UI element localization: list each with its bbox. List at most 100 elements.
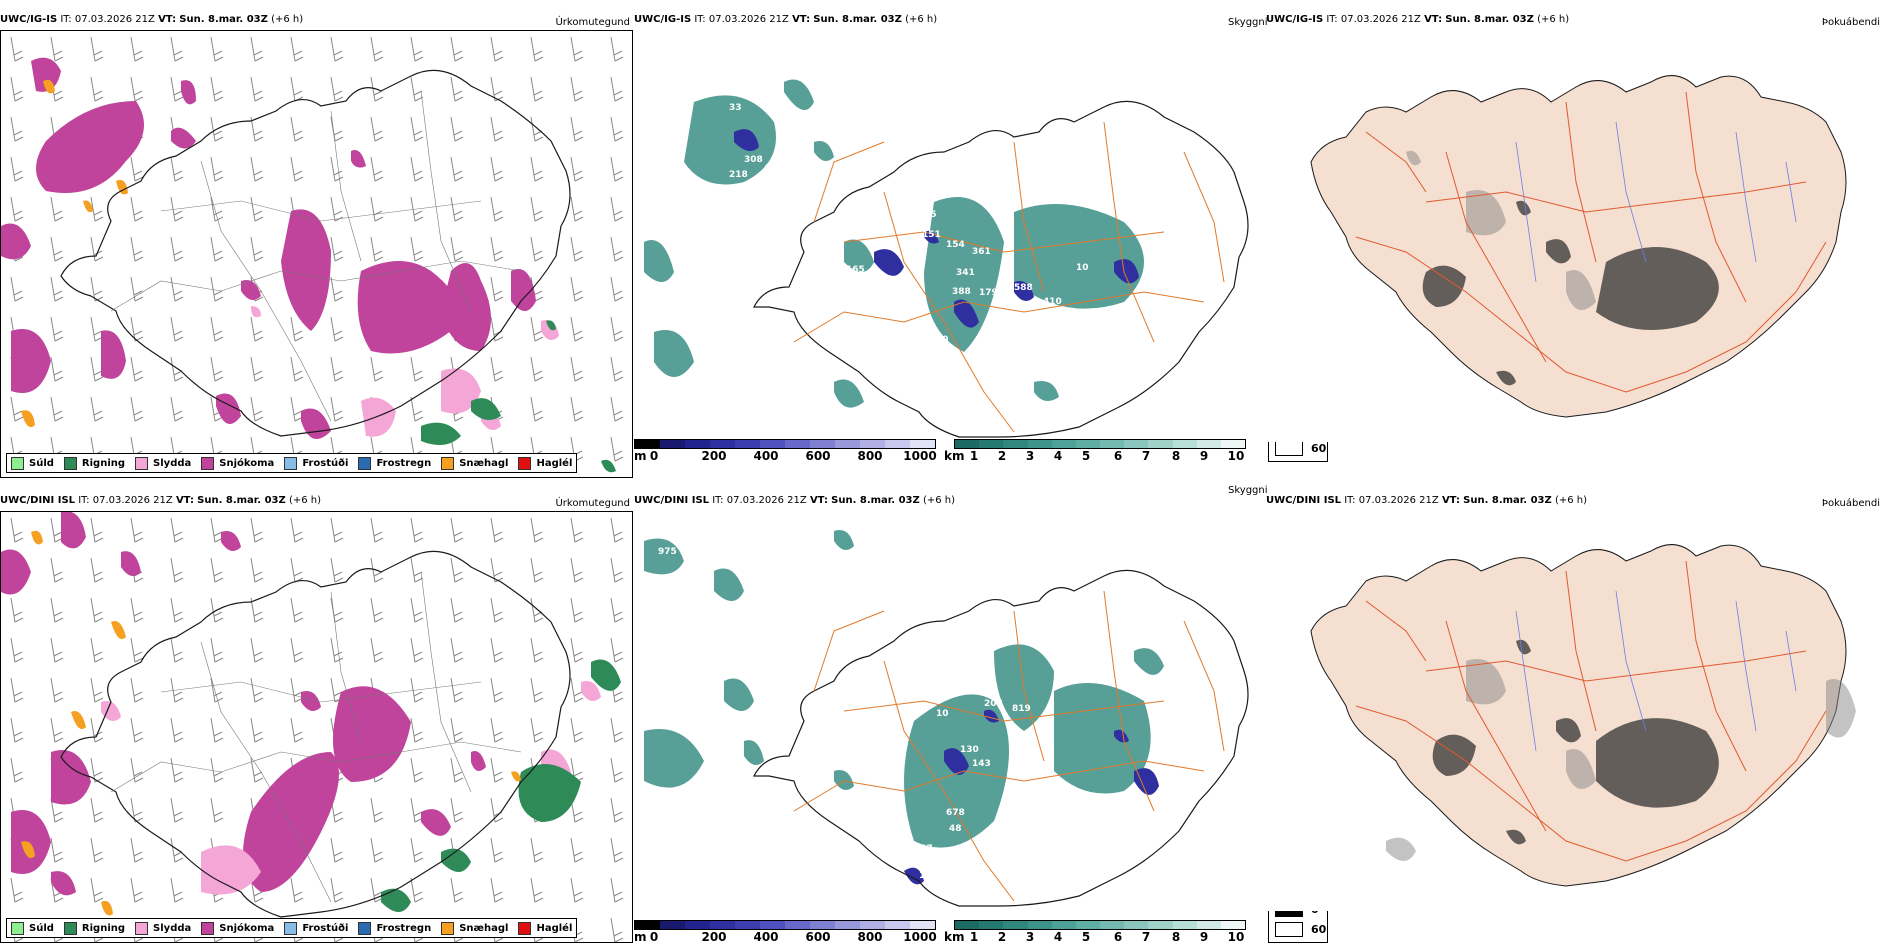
ceiling-swatch bbox=[910, 921, 935, 929]
ceiling-swatch bbox=[710, 440, 735, 448]
visibility-swatch bbox=[1075, 440, 1101, 448]
ceiling-value-label: 909 bbox=[893, 420, 912, 430]
ceiling-value-label: 47 bbox=[932, 385, 945, 395]
visibility-tick: 3 bbox=[1025, 449, 1035, 463]
ceiling-colorbar: m 0 200 400 600 800 1000 bbox=[634, 920, 944, 950]
ceiling-swatch bbox=[810, 921, 835, 929]
ceiling-value-label: 678 bbox=[946, 808, 965, 818]
ceiling-colorbar: m 0 200 400 600 800 1000 bbox=[634, 439, 944, 469]
low-visibility-areas bbox=[644, 79, 1144, 408]
visibility-tick: 9 bbox=[1199, 449, 1209, 463]
legend-swatch bbox=[518, 456, 532, 470]
legend-swatch bbox=[11, 921, 24, 935]
legend-label: Slydda bbox=[153, 922, 192, 934]
field-name: Skyggni bbox=[1228, 485, 1268, 496]
panel-header: UWC/DINI ISL IT: 07.03.2026 21Z VT: Sun.… bbox=[634, 495, 1266, 511]
visibility-tick: 5 bbox=[1081, 930, 1091, 944]
ceiling-value-label: 289 bbox=[876, 712, 895, 722]
legend-label: Haglél bbox=[536, 922, 573, 934]
ceiling-tick: 800 bbox=[857, 930, 883, 944]
visibility-swatch bbox=[979, 921, 1004, 929]
ceiling-value-label: 64 bbox=[1052, 337, 1065, 347]
visibility-tick: 3 bbox=[1025, 930, 1035, 944]
model-name: UWC/DINI ISL bbox=[0, 495, 76, 506]
rivers bbox=[1515, 121, 1797, 283]
ceiling-tick: 400 bbox=[753, 930, 779, 944]
legend-swatch bbox=[284, 456, 298, 470]
snow-areas bbox=[1, 512, 486, 896]
visibility-swatch bbox=[1172, 440, 1197, 448]
visibility-tick: 2 bbox=[997, 449, 1007, 463]
panel-ig-precip-type: UWC/IG-IS IT: 07.03.2026 21Z VT: Sun. 8.… bbox=[0, 14, 634, 478]
ceiling-swatch bbox=[835, 921, 860, 929]
visibility-swatch bbox=[955, 921, 980, 929]
legend-label: Frostúði bbox=[302, 922, 349, 934]
legend-swatch-light bbox=[1275, 922, 1303, 937]
ceiling-value-label: 165 bbox=[846, 265, 865, 275]
visibility-swatch bbox=[1051, 921, 1076, 929]
visibility-tick: 6 bbox=[1113, 930, 1123, 944]
ceiling-value-label: 87 bbox=[1129, 365, 1142, 375]
field-name: Skyggni bbox=[1228, 17, 1268, 28]
visibility-map: 975 369 03 14 878 289 10 208 819 31 130 143 608 201 77… bbox=[634, 511, 1266, 907]
ceiling-value-label: 727 bbox=[914, 844, 933, 854]
precip-legend-item: Slydda bbox=[135, 456, 191, 470]
ceiling-value-label: 10 bbox=[1076, 263, 1089, 273]
ceiling-swatch bbox=[885, 440, 910, 448]
ceiling-tick: 800 bbox=[857, 449, 883, 463]
ceiling-value-label: 179 bbox=[979, 288, 998, 298]
model-name: UWC/IG-IS bbox=[0, 14, 58, 25]
visibility-tick: 9 bbox=[1199, 930, 1209, 944]
ceiling-value-label: 581 bbox=[1010, 850, 1029, 860]
precip-legend-item: Frostúði bbox=[284, 456, 348, 470]
ceiling-swatch bbox=[735, 921, 760, 929]
legend-label: Snjókoma bbox=[219, 922, 275, 934]
valid-time: Sun. 8.mar. 03Z bbox=[831, 495, 920, 506]
lead-time: (+6 h) bbox=[271, 14, 304, 25]
visibility-tick: 10 bbox=[1227, 930, 1245, 944]
field-name: Úrkomutegund bbox=[555, 498, 630, 509]
ceiling-swatch bbox=[635, 440, 660, 448]
haze-areas bbox=[1386, 659, 1856, 861]
lead-time: (+6 h) bbox=[1554, 495, 1587, 506]
coastline bbox=[60, 550, 571, 918]
ceiling-value-label: 208 bbox=[984, 699, 1003, 709]
cloud-map-svg bbox=[1310, 544, 1856, 887]
precip-legend-item: Súld bbox=[11, 456, 54, 470]
roads bbox=[1355, 560, 1827, 862]
valid-time: Sun. 8.mar. 03Z bbox=[179, 14, 268, 25]
valid-time: Sun. 8.mar. 03Z bbox=[1445, 14, 1534, 25]
ceiling-value-label: 308 bbox=[744, 155, 763, 165]
panel-header: UWC/DINI ISL IT: 07.03.2026 21Z VT: Sun.… bbox=[0, 495, 634, 511]
field-name: Úrkomutegund bbox=[555, 17, 630, 28]
precip-legend: Súld Rigning Slydda Snjókoma Frostúði Frostre… bbox=[6, 453, 578, 473]
init-time: 07.03.2026 21Z bbox=[1358, 495, 1439, 506]
ceiling-value-label: 975 bbox=[658, 547, 677, 557]
sleet-areas bbox=[101, 681, 601, 895]
lead-time: (+6 h) bbox=[905, 14, 938, 25]
ceiling-swatch bbox=[860, 921, 885, 929]
ceiling-value-label: 878 bbox=[676, 724, 695, 734]
ceiling-value-label: 143 bbox=[972, 759, 991, 769]
ceiling-value-label: 48 bbox=[949, 824, 962, 834]
panel-header: UWC/DINI ISL IT: 07.03.2026 21Z VT: Sun.… bbox=[1266, 495, 1900, 511]
precip-legend-item: Slydda bbox=[135, 921, 192, 935]
lead-time: (+6 h) bbox=[1537, 14, 1570, 25]
legend-label: Frostregn bbox=[376, 922, 432, 934]
precip-map: Súld Rigning Slydda Snjókoma Frostúði Frostre… bbox=[0, 30, 633, 478]
ceiling-value-label: 123 bbox=[919, 871, 938, 881]
panel-ig-visibility: UWC/IG-IS IT: 07.03.2026 21Z VT: Sun. 8.… bbox=[634, 14, 1328, 469]
field-name: Þokuábendi bbox=[1821, 17, 1880, 28]
init-time: 07.03.2026 21Z bbox=[708, 14, 789, 25]
panel-dini-visibility: UWC/DINI ISL IT: 07.03.2026 21Z VT: Sun.… bbox=[634, 485, 1328, 950]
precip-legend-item: Súld bbox=[11, 921, 54, 935]
fog-areas bbox=[1432, 639, 1719, 845]
visibility-swatch bbox=[1100, 921, 1125, 929]
ceiling-swatch bbox=[810, 440, 835, 448]
ceiling-swatch bbox=[685, 921, 710, 929]
ceiling-value-label: 154 bbox=[946, 240, 965, 250]
ceiling-swatch bbox=[785, 921, 810, 929]
precip-legend-item: Frostregn bbox=[358, 456, 431, 470]
ceiling-value-label: 361 bbox=[972, 247, 991, 257]
ceiling-tick: 200 bbox=[701, 449, 727, 463]
